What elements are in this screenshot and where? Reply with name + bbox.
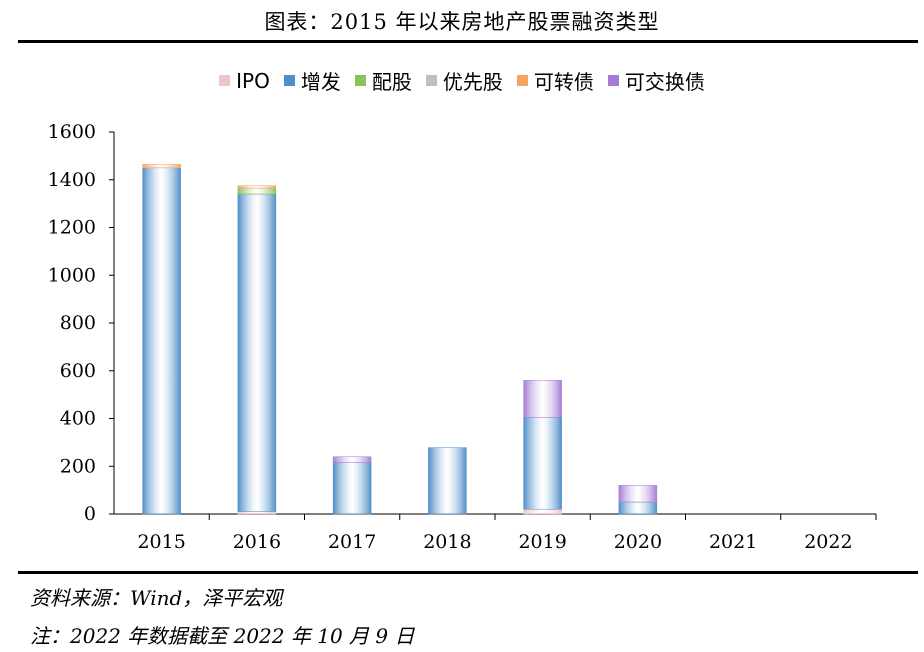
legend-item: IPO (219, 66, 270, 95)
bar-segment-IPO (237, 511, 277, 515)
bottom-rule (18, 571, 918, 574)
x-tick-label: 2017 (328, 531, 376, 553)
legend-item: 优先股 (425, 66, 503, 95)
chart-title: 图表：2015 年以来房地产股票融资类型 (264, 10, 660, 34)
legend-swatch (516, 75, 528, 86)
bar-segment-增发 (237, 193, 277, 512)
stacked-bar-chart: 0 200 400 600 800 1000 1200 1400 1600 2015 2016 201… (48, 121, 877, 553)
y-tick-label: 800 (60, 312, 96, 334)
bar-segment-增发 (523, 417, 562, 510)
footnote: 注：2022 年数据截至 2022 年 10 月 9 日 (30, 624, 415, 648)
y-tick-label: 600 (60, 360, 96, 382)
y-tick-label: 200 (60, 455, 96, 477)
bar-segment-可交换债 (618, 485, 658, 503)
bar-segment-IPO (523, 508, 562, 515)
x-tick-label: 2020 (614, 531, 662, 553)
x-tick-label: 2022 (804, 531, 852, 553)
legend-label: 优先股 (442, 70, 503, 94)
bar-segment-可转债 (142, 163, 181, 169)
legend-item: 可交换债 (607, 66, 705, 95)
y-tick-label: 400 (60, 408, 96, 430)
legend-swatch (354, 75, 366, 86)
bar-segment-可交换债 (523, 380, 562, 418)
legend-item: 可转债 (516, 66, 594, 95)
legend-swatch (425, 75, 437, 86)
legend-label: 可转债 (533, 70, 594, 94)
bar-segment-可交换债 (332, 456, 372, 463)
bar-segment-增发 (332, 462, 372, 515)
y-tick-label: 0 (84, 503, 96, 525)
legend-swatch (219, 75, 231, 86)
x-tick-label: 2019 (518, 531, 566, 553)
legend-label: 配股 (371, 70, 412, 94)
bar-segment-增发 (142, 167, 181, 515)
legend-label: 可交换债 (624, 70, 705, 94)
legend-item: 配股 (354, 66, 412, 95)
x-tick-label: 2015 (137, 531, 185, 553)
source-note: 资料来源：Wind，泽平宏观 (30, 586, 283, 610)
x-tick-label: 2016 (233, 531, 281, 553)
bar-segment-增发 (618, 501, 658, 515)
y-tick-label: 1400 (48, 169, 96, 191)
legend-swatch (607, 75, 619, 86)
y-tick-label: 1200 (48, 217, 96, 239)
bar-segment-可转债 (237, 185, 277, 189)
legend-swatch (283, 75, 295, 86)
legend-label: IPO (236, 68, 270, 93)
legend-item: 增发 (283, 66, 341, 95)
x-tick-label: 2018 (423, 531, 471, 553)
y-tick-label: 1000 (48, 264, 96, 286)
y-tick-label: 1600 (48, 121, 96, 143)
x-tick-label: 2021 (709, 531, 757, 553)
legend: IPO 增发 配股 优先股 可转债 可交换债 (0, 66, 924, 95)
legend-label: 增发 (300, 70, 341, 94)
bar-segment-配股 (237, 187, 277, 195)
bar-segment-增发 (428, 447, 467, 515)
top-rule (18, 40, 918, 43)
